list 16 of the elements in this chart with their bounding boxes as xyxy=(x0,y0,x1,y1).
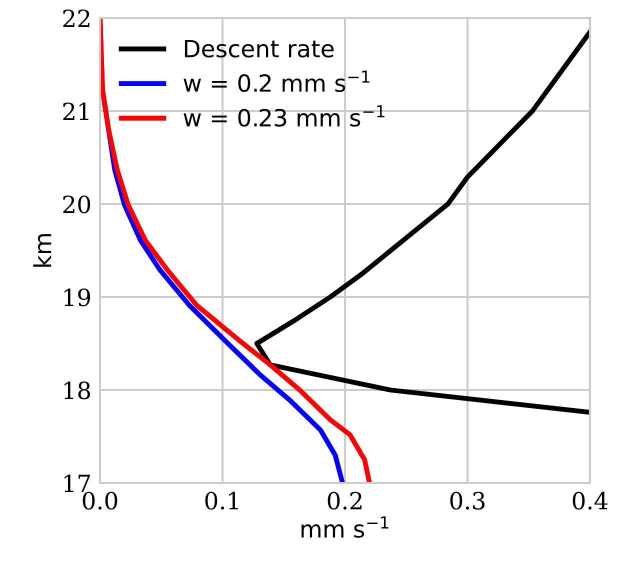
y-tick-label: 19 xyxy=(64,288,90,306)
x-axis-title: mm s$^{−1}$ xyxy=(302,516,388,538)
y-tick-label: 18 xyxy=(64,381,90,400)
y-tick-label: 21 xyxy=(63,102,88,120)
legend-label: Descent rate xyxy=(184,40,334,58)
x-tick-label: 0.0 xyxy=(82,492,118,510)
legend-label: w = 0.2 mm s$^{−1}$ xyxy=(184,70,370,92)
y-tick-label: 22 xyxy=(63,9,90,27)
y-tick-label: 17 xyxy=(64,474,90,492)
x-tick-label: 0.4 xyxy=(572,492,608,510)
x-tick-label: 0.3 xyxy=(450,492,485,510)
x-tick-label: 0.1 xyxy=(205,492,238,510)
y-tick-label: 20 xyxy=(63,195,90,214)
x-tick-label: 0.2 xyxy=(328,492,362,510)
legend-label: w = 0.23 mm s$^{−1}$ xyxy=(184,105,384,127)
y-axis-title: km xyxy=(33,234,52,267)
